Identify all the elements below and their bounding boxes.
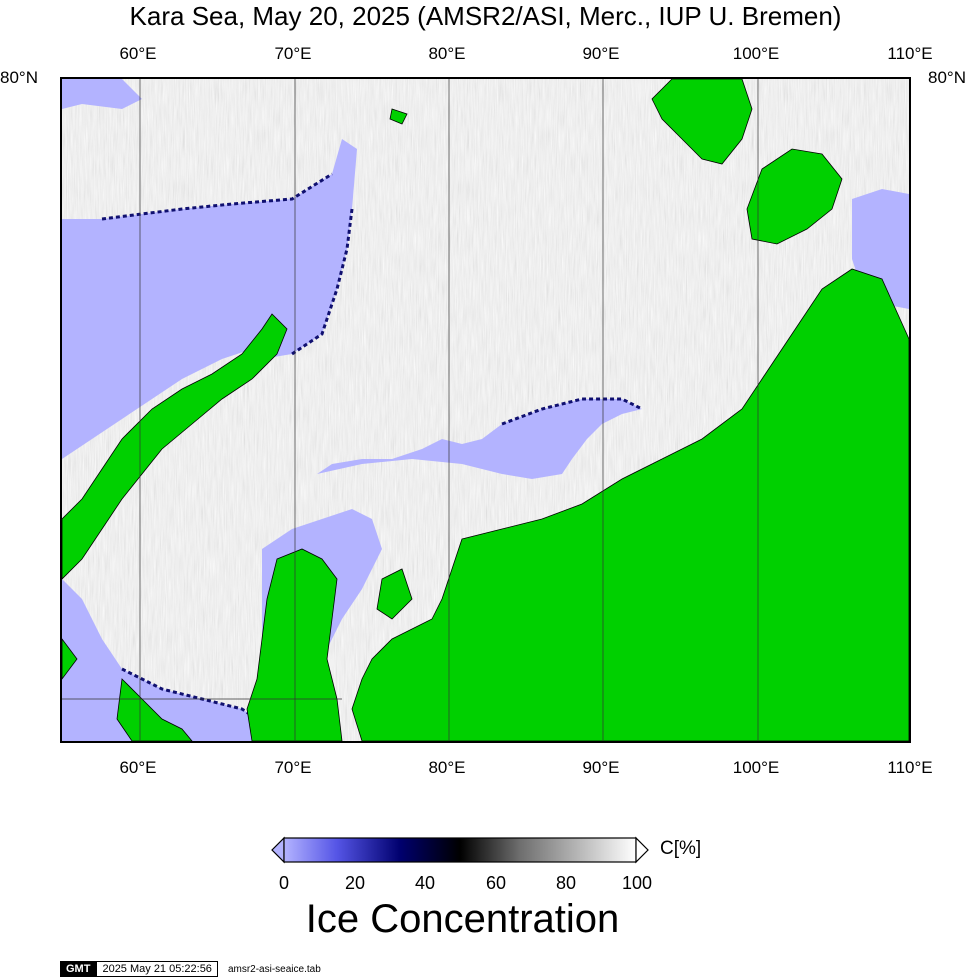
colorbar-unit-label: C[%] (660, 838, 702, 859)
colorbar-gradient (283, 837, 637, 863)
colorbar-tick-100: 100 (621, 873, 653, 893)
lon-label-top-60: 60°E (119, 44, 157, 63)
severnaya-zemlya-south (746, 148, 843, 245)
colorbar-low-arrow (271, 836, 285, 864)
map-title: Kara Sea, May 20, 2025 (AMSR2/ASI, Merc.… (129, 1, 842, 31)
lat-label-right-80: 80°N (928, 68, 966, 87)
colorbar-tick-80: 80 (555, 873, 577, 893)
tazovsky-inlet-land (376, 568, 413, 620)
colorbar-tick-0: 0 (278, 873, 289, 893)
novaya-zemlya (62, 313, 288, 580)
graticule (62, 79, 759, 741)
lon-label-bottom-90: 90°E (582, 758, 620, 777)
small-island-north (389, 108, 408, 125)
ice-concentration-map (60, 77, 911, 743)
land-masses (62, 79, 909, 741)
open-water-kara-south (317, 399, 642, 479)
lon-label-bottom-100: 100°E (732, 758, 780, 777)
lon-label-top-80: 80°E (428, 44, 466, 63)
lon-label-top-110: 110°E (887, 44, 933, 63)
vaygach-and-mainland-southwest (62, 638, 78, 680)
colorbar (270, 836, 650, 864)
gydan-and-taymyr (351, 268, 909, 741)
lon-label-bottom-70: 70°E (274, 758, 312, 777)
colorbar-high-arrow (635, 836, 649, 864)
lon-label-bottom-60: 60°E (119, 758, 157, 777)
open-water-areas (62, 79, 909, 741)
colorbar-tick-60: 60 (485, 873, 507, 893)
colorbar-tick-40: 40 (414, 873, 436, 893)
open-water-southwest (62, 579, 272, 741)
lat-label-left-80: 80°N (0, 68, 38, 87)
filename: amsr2-asi-seaice.tab (227, 963, 321, 975)
timestamp: 2025 May 21 05:22:56 (96, 961, 218, 977)
lon-label-top-90: 90°E (582, 44, 620, 63)
gmt-logo: GMT (60, 961, 97, 977)
lon-label-top-100: 100°E (732, 44, 780, 63)
novaya-zemlya-south-island (116, 678, 193, 741)
colorbar-title: Ice Concentration (305, 897, 620, 941)
north-land-island (651, 79, 753, 165)
open-water-north-strip (62, 79, 142, 109)
yamal-peninsula (246, 548, 343, 741)
colorbar-graphic (271, 836, 649, 864)
colorbar-tick-20: 20 (344, 873, 366, 893)
map-canvas (62, 79, 909, 741)
lon-label-bottom-110: 110°E (887, 758, 933, 777)
gmt-footer: GMT 2025 May 21 05:22:56 amsr2-asi-seaic… (60, 961, 321, 977)
lon-label-top-70: 70°E (274, 44, 312, 63)
open-water-barents (62, 139, 357, 459)
lon-label-bottom-80: 80°E (428, 758, 466, 777)
